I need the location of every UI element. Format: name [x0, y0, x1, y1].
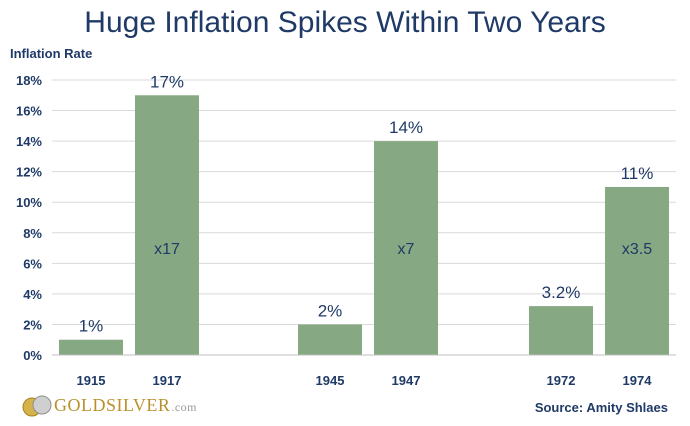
- bar: [59, 339, 123, 355]
- bar: [605, 186, 669, 355]
- chart-title: Huge Inflation Spikes Within Two Years: [84, 6, 606, 39]
- bar: [529, 306, 593, 355]
- y-tick-label: 6%: [23, 256, 42, 271]
- y-tick-label: 16%: [16, 104, 42, 119]
- multiplier-label: x7: [398, 241, 415, 258]
- coins-icon: [22, 395, 52, 417]
- y-tick-label: 12%: [16, 165, 42, 180]
- source-note: Source: Amity Shlaes: [534, 400, 668, 415]
- y-tick-label: 8%: [23, 226, 42, 241]
- data-label: 3.2%: [542, 283, 581, 302]
- y-tick-label: 4%: [23, 287, 42, 302]
- y-tick-label: 10%: [16, 195, 42, 210]
- multiplier-label: x3.5: [622, 241, 652, 258]
- bar: [374, 141, 438, 355]
- x-tick-label: 1945: [316, 373, 345, 388]
- data-label: 11%: [621, 164, 654, 183]
- x-tick-label: 1947: [392, 373, 421, 388]
- y-tick-label: 18%: [16, 73, 42, 88]
- x-tick-label: 1917: [153, 373, 182, 388]
- goldsilver-logo: GOLDSILVER.com: [22, 392, 197, 418]
- logo-text: GOLDSILVER.com: [54, 394, 198, 415]
- y-tick-label: 2%: [23, 317, 42, 332]
- x-tick-label: 1972: [547, 373, 576, 388]
- x-tick-label: 1974: [623, 373, 653, 388]
- y-tick-label: 14%: [16, 134, 42, 149]
- bar: [298, 324, 362, 355]
- data-label: 14%: [389, 118, 423, 137]
- x-tick-label: 1915: [77, 373, 106, 388]
- y-tick-label: 0%: [23, 348, 42, 363]
- data-label: 2%: [318, 301, 343, 320]
- bar: [135, 95, 199, 356]
- data-label: 1%: [79, 317, 104, 336]
- multiplier-label: x17: [154, 241, 180, 258]
- y-axis-label: Inflation Rate: [10, 46, 93, 61]
- data-label: 17%: [150, 72, 184, 91]
